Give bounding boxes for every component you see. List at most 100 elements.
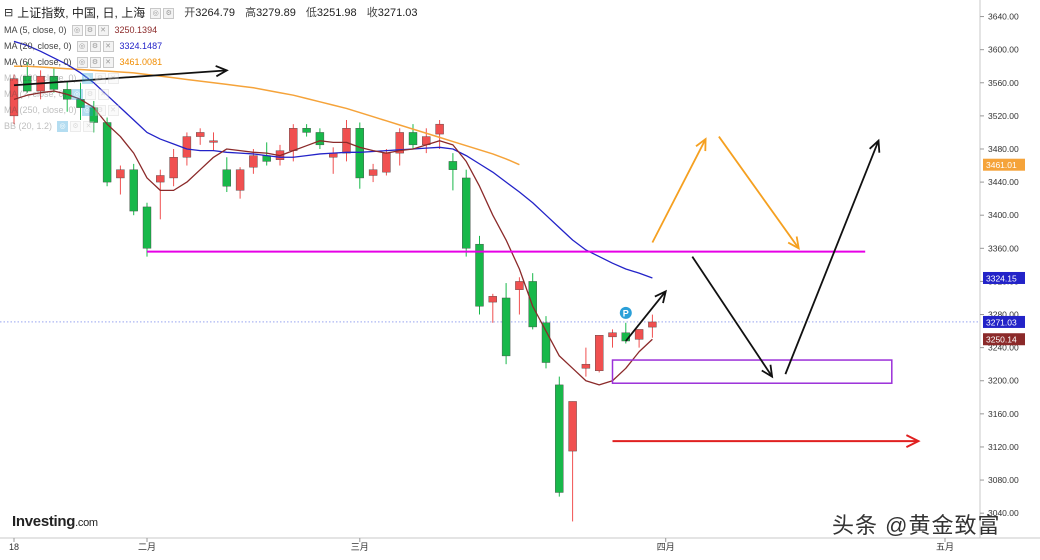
p-marker bbox=[619, 306, 632, 319]
legend-ma60-label: MA (60, close, 0) bbox=[4, 57, 72, 67]
candle bbox=[568, 401, 577, 452]
indicator-legend: ⊟ 上证指数, 中国, 日, 上海 ◎ ⚙ 开3264.79 高3279.89 … bbox=[4, 4, 474, 132]
eye-icon[interactable]: ◎ bbox=[81, 72, 93, 84]
trend-arrow bbox=[691, 256, 773, 378]
candle bbox=[581, 363, 591, 369]
close-icon[interactable]: ✕ bbox=[97, 24, 109, 36]
legend-ma-hidden[interactable]: MA (?, close, 0) ◎ ⚙ ✕ bbox=[4, 86, 111, 102]
close-icon[interactable]: ✕ bbox=[102, 56, 114, 68]
high-label: 高 bbox=[245, 7, 257, 19]
close-label: 收 bbox=[366, 7, 378, 19]
y-tick-label: 3120.00 bbox=[988, 442, 1019, 452]
legend-ma-hidden-label: MA (?, close, 0) bbox=[4, 89, 67, 99]
legend-ma20-value: 3324.1487 bbox=[119, 41, 163, 51]
ma5-line bbox=[13, 90, 653, 386]
candle bbox=[302, 128, 311, 133]
close-icon[interactable]: ✕ bbox=[107, 104, 119, 116]
legend-ma250-label: MA (250, close, 0) bbox=[4, 105, 77, 115]
candle bbox=[368, 169, 378, 176]
legend-ma5-value: 3250.1394 bbox=[114, 25, 158, 35]
target-arrowhead bbox=[905, 434, 921, 449]
price-label-bg bbox=[983, 158, 1025, 171]
candle bbox=[315, 132, 325, 146]
y-tick-label: 3240.00 bbox=[988, 343, 1019, 353]
collapse-icon[interactable]: ⊟ bbox=[4, 7, 14, 19]
settings-icon[interactable]: ⚙ bbox=[163, 7, 175, 19]
legend-ma20[interactable]: MA (20, close, 0) ◎ ⚙ ✕ 3324.1487 bbox=[4, 38, 162, 54]
candle bbox=[222, 169, 232, 187]
settings-icon[interactable]: ⚙ bbox=[89, 56, 101, 68]
trend-arrowhead bbox=[869, 138, 881, 153]
instrument-title: 上证指数, 中国, 日, 上海 bbox=[17, 6, 146, 20]
candle bbox=[195, 132, 205, 137]
settings-icon[interactable]: ⚙ bbox=[84, 24, 96, 36]
x-tick-label: 二月 bbox=[138, 542, 156, 552]
y-tick-label: 3640.00 bbox=[988, 12, 1019, 22]
legend-ma250[interactable]: MA (250, close, 0) ◎ ⚙ ✕ bbox=[4, 102, 121, 118]
candle bbox=[475, 243, 484, 307]
watermark-text: 头条 @黄金致富 bbox=[832, 513, 1001, 538]
visibility-icon[interactable]: ◎ bbox=[150, 7, 162, 19]
legend-ma5[interactable]: MA (5, close, 0) ◎ ⚙ ✕ 3250.1394 bbox=[4, 22, 157, 38]
candle bbox=[182, 136, 192, 158]
title-controls: ◎ ⚙ bbox=[150, 7, 176, 19]
settings-icon[interactable]: ⚙ bbox=[70, 120, 82, 132]
candle bbox=[355, 128, 364, 179]
y-tick-label: 3520.00 bbox=[988, 111, 1019, 121]
price-label: 3461.01 bbox=[986, 160, 1017, 170]
legend-ma60[interactable]: MA (60, close, 0) ◎ ⚙ ✕ 3461.0081 bbox=[4, 54, 162, 70]
low-value: 3251.98 bbox=[316, 7, 357, 19]
trend-arrowhead bbox=[215, 65, 229, 78]
y-tick-label: 3440.00 bbox=[988, 177, 1019, 187]
open-value: 3264.79 bbox=[195, 7, 235, 19]
y-tick-label: 3080.00 bbox=[988, 475, 1019, 485]
close-icon[interactable]: ✕ bbox=[83, 120, 95, 132]
candle bbox=[209, 140, 218, 143]
investing-logo: Investing.com bbox=[12, 513, 98, 530]
eye-icon[interactable]: ◎ bbox=[76, 40, 88, 52]
legend-bb[interactable]: BB (20, 1.2) ◎ ⚙ ✕ bbox=[4, 118, 96, 134]
price-label-bg bbox=[983, 315, 1025, 328]
legend-title-row: ⊟ 上证指数, 中国, 日, 上海 ◎ ⚙ 开3264.79 高3279.89 … bbox=[4, 4, 424, 22]
settings-icon[interactable]: ⚙ bbox=[94, 72, 106, 84]
eye-icon[interactable]: ◎ bbox=[71, 24, 83, 36]
candle bbox=[235, 169, 245, 191]
close-icon[interactable]: ✕ bbox=[97, 88, 109, 100]
y-tick-label: 3160.00 bbox=[988, 409, 1019, 419]
high-value: 3279.89 bbox=[256, 7, 296, 19]
ma20-line bbox=[13, 40, 653, 279]
eye-icon[interactable]: ◎ bbox=[71, 88, 83, 100]
legend-ma5-label: MA (5, close, 0) bbox=[4, 25, 67, 35]
close-icon[interactable]: ✕ bbox=[102, 40, 114, 52]
candle bbox=[515, 281, 524, 290]
settings-icon[interactable]: ⚙ bbox=[89, 40, 101, 52]
candle bbox=[595, 335, 604, 372]
trend-arrowhead bbox=[787, 236, 800, 250]
price-label-bg bbox=[983, 271, 1025, 284]
open-label: 开 bbox=[184, 7, 196, 19]
legend-ma120[interactable]: MA (120, close, 0) ◎ ⚙ ✕ bbox=[4, 70, 121, 86]
close-icon[interactable]: ✕ bbox=[107, 72, 119, 84]
low-label: 低 bbox=[305, 7, 317, 19]
support-box bbox=[611, 359, 893, 384]
eye-icon[interactable]: ◎ bbox=[81, 104, 93, 116]
settings-icon[interactable]: ⚙ bbox=[84, 88, 96, 100]
eye-icon[interactable]: ◎ bbox=[57, 120, 69, 132]
price-label-bg bbox=[983, 333, 1025, 346]
trend-arrow bbox=[784, 140, 880, 375]
settings-icon[interactable]: ⚙ bbox=[94, 104, 106, 116]
trend-arrowhead bbox=[695, 137, 707, 152]
eye-icon[interactable]: ◎ bbox=[76, 56, 88, 68]
legend-bb-label: BB (20, 1.2) bbox=[4, 121, 53, 131]
candle bbox=[462, 177, 471, 249]
candle bbox=[342, 128, 351, 154]
candle bbox=[169, 157, 178, 179]
candle bbox=[102, 122, 112, 183]
candle bbox=[116, 169, 125, 179]
price-label: 3250.14 bbox=[986, 335, 1017, 345]
ohlc-readout: 开3264.79 高3279.89 低3251.98 收3271.03 bbox=[184, 4, 424, 22]
x-tick-label: 五月 bbox=[936, 542, 954, 552]
price-label: 3324.15 bbox=[986, 273, 1017, 283]
